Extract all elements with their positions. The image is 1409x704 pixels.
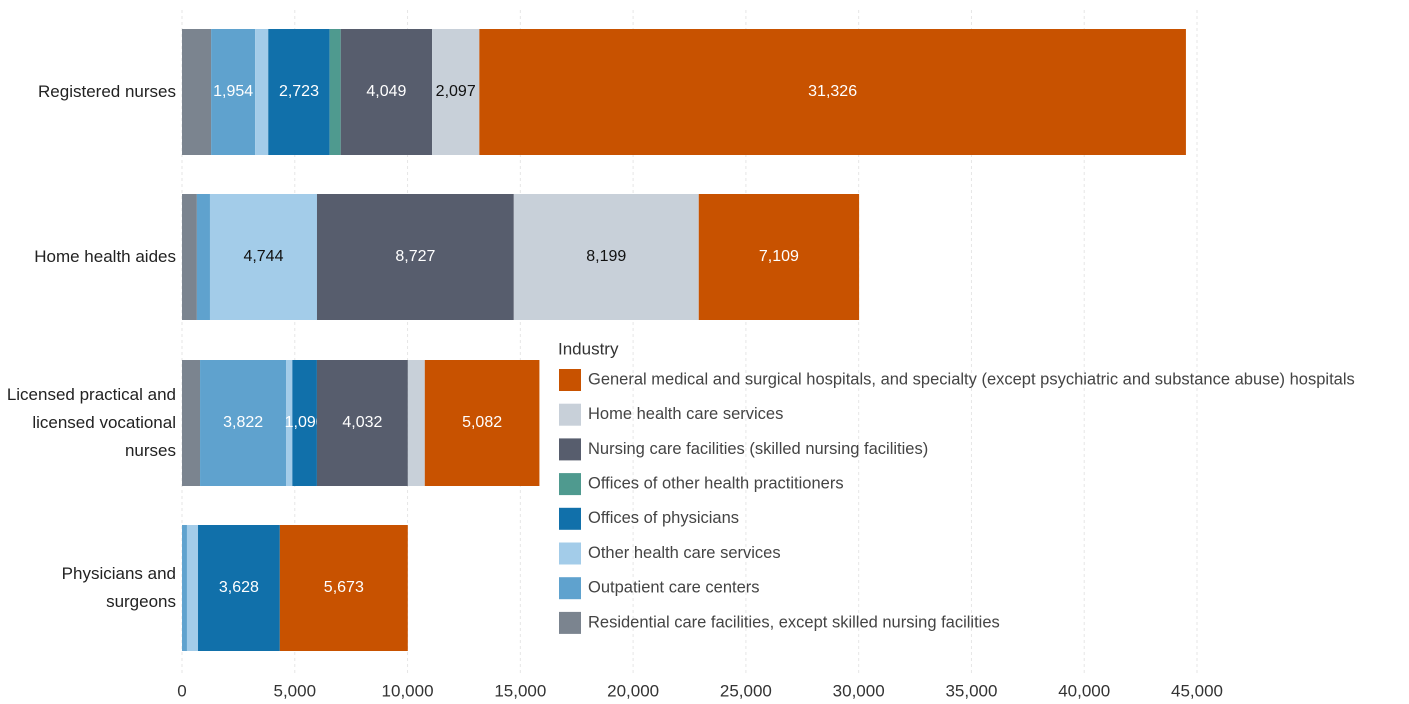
bar-segment: [286, 360, 293, 486]
legend-label: Residential care facilities, except skil…: [588, 613, 1000, 631]
bar-segment: [316, 360, 408, 486]
bar-segment: [196, 194, 210, 320]
bar-segment: [316, 194, 514, 320]
bar-segment: [186, 525, 199, 651]
x-tick-label: 40,000: [1058, 681, 1110, 700]
data-label: 8,199: [586, 248, 626, 265]
legend-swatch: [559, 577, 581, 600]
bar-segment: [513, 194, 699, 320]
x-tick-label: 0: [177, 681, 186, 700]
bar-segment: [424, 360, 540, 486]
bar-segment: [182, 525, 187, 651]
data-label: 4,744: [243, 248, 283, 265]
bar-segment: [279, 525, 408, 651]
data-label: 7,109: [759, 248, 799, 265]
x-tick-label: 30,000: [833, 681, 885, 700]
bar-segment: [407, 360, 425, 486]
data-label: 2,097: [436, 83, 476, 100]
bar-segment: [268, 29, 330, 155]
y-tick-label: Home health aides: [34, 247, 176, 266]
x-tick-label: 15,000: [494, 681, 546, 700]
legend-label: Other health care services: [588, 544, 781, 562]
bar-segment: [329, 29, 341, 155]
legend-swatch: [559, 369, 581, 391]
bar-segment: [198, 525, 280, 651]
legend-swatch: [559, 507, 581, 530]
bar-segment: [211, 29, 256, 155]
y-tick-label: Registered nurses: [38, 82, 176, 101]
data-label: 4,049: [366, 83, 406, 100]
legend-swatch: [559, 473, 581, 496]
legend-label: Outpatient care centers: [588, 579, 760, 597]
x-tick-label: 10,000: [382, 681, 434, 700]
legend-swatch: [559, 438, 581, 461]
bar-segment: [182, 360, 201, 486]
legend-label: General medical and surgical hospitals, …: [588, 370, 1355, 388]
bar-segment: [479, 29, 1186, 155]
data-label: 2,723: [279, 83, 319, 100]
legend-swatch: [559, 611, 581, 634]
data-label: 3,628: [219, 579, 259, 596]
data-label: 1,954: [213, 83, 253, 100]
x-tick-label: 35,000: [945, 681, 997, 700]
data-label: 4,032: [342, 414, 382, 431]
y-tick-label: Physicians and surgeons: [61, 564, 176, 611]
x-tick-label: 25,000: [720, 681, 772, 700]
data-label: 5,673: [324, 579, 364, 596]
data-label: 5,082: [462, 414, 502, 431]
x-tick-label: 20,000: [607, 681, 659, 700]
data-label: 8,727: [395, 248, 435, 265]
x-tick-label: 5,000: [274, 681, 317, 700]
bar-segment: [698, 194, 860, 320]
bar-segment: [292, 360, 317, 486]
data-label: 3,822: [223, 414, 263, 431]
bar-segment: [200, 360, 287, 486]
legend-label: Home health care services: [588, 405, 783, 423]
data-label: 1,090: [285, 414, 325, 431]
legend-swatch: [559, 403, 581, 426]
legend-title: Industry: [558, 339, 619, 358]
bar-segment: [182, 194, 197, 320]
bar-segment: [340, 29, 433, 155]
legend-label: Offices of physicians: [588, 509, 739, 527]
x-tick-label: 45,000: [1171, 681, 1223, 700]
legend-swatch: [559, 542, 581, 565]
bar-segment: [209, 194, 317, 320]
y-tick-label: Licensed practical and licensed vocation…: [6, 385, 176, 460]
bar-segment: [182, 29, 212, 155]
bar-segment: [432, 29, 480, 155]
bar-segment: [255, 29, 269, 155]
legend-label: Nursing care facilities (skilled nursing…: [588, 440, 928, 458]
data-label: 31,326: [808, 83, 857, 100]
legend-label: Offices of other health practitioners: [588, 474, 844, 492]
